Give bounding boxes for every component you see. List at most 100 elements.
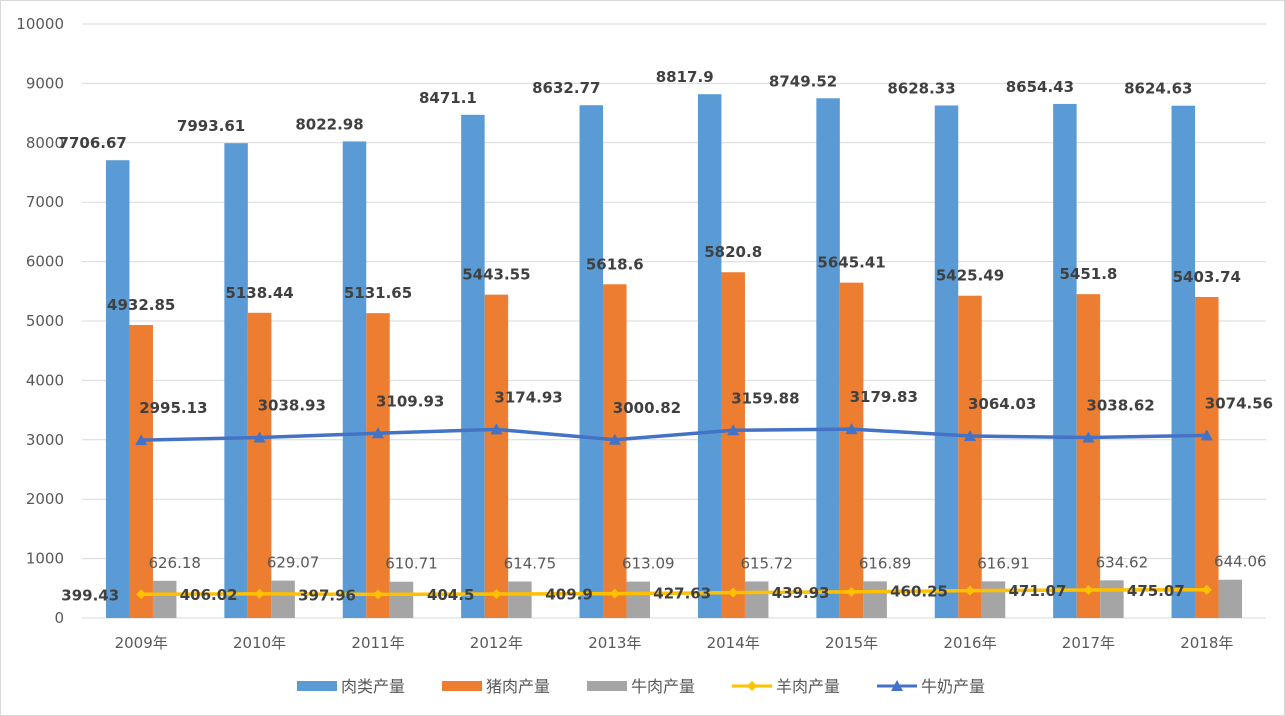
- legend-swatch: [297, 681, 337, 691]
- line-data-label: 3000.82: [613, 399, 681, 417]
- triangle-marker: [253, 431, 266, 443]
- bar-data-label: 5403.74: [1173, 268, 1241, 286]
- bar-data-label: 8817.9: [656, 68, 714, 86]
- bar-1: [1195, 297, 1219, 618]
- bar-data-label: 5138.44: [225, 284, 293, 302]
- triangle-marker: [608, 433, 621, 445]
- bar-0: [105, 160, 130, 618]
- x-tick-label: 2013年: [588, 634, 641, 652]
- y-tick-label: 10000: [16, 15, 64, 33]
- line-data-label: 409.9: [545, 586, 592, 604]
- legend-swatch: [587, 681, 627, 691]
- bar-data-label: 616.89: [859, 554, 912, 572]
- bar-1: [839, 282, 864, 618]
- bar-data-label: 626.18: [148, 554, 201, 572]
- line-data-label: 2995.13: [139, 399, 207, 417]
- bar-data-label: 7993.61: [177, 117, 245, 135]
- line-data-label: 3159.88: [731, 389, 799, 407]
- bar-data-label: 629.07: [267, 554, 320, 572]
- triangle-marker: [727, 424, 740, 436]
- line-data-label: 406.02: [180, 586, 238, 604]
- x-tick-label: 2014年: [707, 634, 760, 652]
- bar-data-label: 5820.8: [704, 243, 762, 261]
- bar-data-label: 615.72: [740, 554, 793, 572]
- legend-label: 肉类产量: [341, 677, 405, 696]
- triangle-marker: [1200, 429, 1213, 441]
- y-tick-label: 4000: [26, 371, 64, 389]
- legend-triangle-icon: [891, 680, 903, 691]
- y-tick-label: 9000: [26, 74, 64, 92]
- bar-data-label: 8624.63: [1124, 80, 1192, 98]
- legend-label: 牛奶产量: [921, 677, 985, 696]
- triangle-marker: [1082, 431, 1095, 443]
- triangle-marker: [845, 423, 858, 435]
- diamond-marker: [491, 588, 502, 599]
- triangle-marker: [490, 423, 503, 435]
- bar-2: [863, 581, 887, 618]
- bar-data-label: 5443.55: [462, 266, 530, 284]
- legend-label: 牛肉产量: [631, 677, 695, 696]
- line-1: [141, 427, 1207, 442]
- bar-data-label: 644.06: [1214, 553, 1267, 571]
- x-tick-label: 2016年: [943, 634, 996, 652]
- line-data-label: 475.07: [1127, 582, 1185, 600]
- line-data-label: 397.96: [298, 586, 356, 604]
- y-tick-label: 2000: [26, 490, 64, 508]
- bar-1: [721, 272, 745, 618]
- line-0: [141, 588, 1207, 597]
- bar-2: [1100, 580, 1124, 618]
- x-tick-label: 2017年: [1062, 634, 1115, 652]
- line-data-label: 3174.93: [494, 388, 562, 406]
- bar-0: [934, 105, 959, 619]
- bar-2: [981, 581, 1006, 618]
- bar-data-label: 8632.77: [532, 79, 600, 97]
- bar-data-label: 8022.98: [295, 115, 363, 133]
- bar-data-label: 5645.41: [817, 254, 885, 272]
- line-data-label: 3038.62: [1086, 397, 1154, 415]
- diamond-marker: [136, 589, 147, 600]
- legend-diamond-icon: [747, 681, 757, 691]
- diamond-marker: [965, 585, 975, 596]
- x-tick-label: 2011年: [351, 634, 404, 652]
- x-tick-label: 2012年: [470, 634, 523, 652]
- line-data-label: 439.93: [772, 584, 830, 602]
- bar-1: [366, 313, 390, 618]
- bar-0: [461, 114, 485, 619]
- bar-0: [1053, 103, 1077, 618]
- diamond-marker: [728, 587, 739, 598]
- bar-data-label: 7706.67: [59, 134, 127, 152]
- triangle-marker: [135, 434, 148, 446]
- bar-data-label: 614.75: [504, 554, 557, 572]
- y-tick-label: 7000: [26, 193, 64, 211]
- line-data-label: 3179.83: [850, 388, 918, 406]
- bar-data-label: 616.91: [977, 554, 1030, 572]
- bar-2: [626, 581, 651, 618]
- bar-0: [579, 105, 604, 619]
- y-tick-label: 0: [54, 609, 64, 627]
- diamond-marker: [254, 588, 265, 599]
- bar-2: [152, 580, 177, 618]
- line-data-label: 3064.03: [968, 395, 1036, 413]
- diamond-marker: [1083, 585, 1094, 596]
- line-data-label: 3074.56: [1205, 394, 1273, 412]
- bar-data-label: 4932.85: [107, 296, 175, 314]
- bar-data-label: 613.09: [622, 555, 675, 573]
- bar-data-label: 5451.8: [1059, 265, 1117, 283]
- bar-data-label: 5131.65: [344, 284, 412, 302]
- bar-data-label: 8749.52: [769, 72, 837, 90]
- bar-1: [1076, 294, 1101, 618]
- bar-2: [1218, 579, 1243, 618]
- bar-data-label: 610.71: [385, 555, 438, 573]
- y-tick-label: 1000: [26, 550, 64, 568]
- diamond-marker: [609, 588, 620, 599]
- line-data-label: 404.5: [427, 586, 474, 604]
- bar-1: [958, 295, 982, 618]
- legend-label: 羊肉产量: [776, 677, 840, 696]
- bar-0: [342, 141, 367, 618]
- bar-0: [224, 143, 248, 618]
- bar-1: [484, 294, 509, 618]
- line-data-label: 3109.93: [376, 392, 444, 410]
- y-tick-label: 6000: [26, 253, 64, 271]
- diamond-marker: [373, 589, 383, 600]
